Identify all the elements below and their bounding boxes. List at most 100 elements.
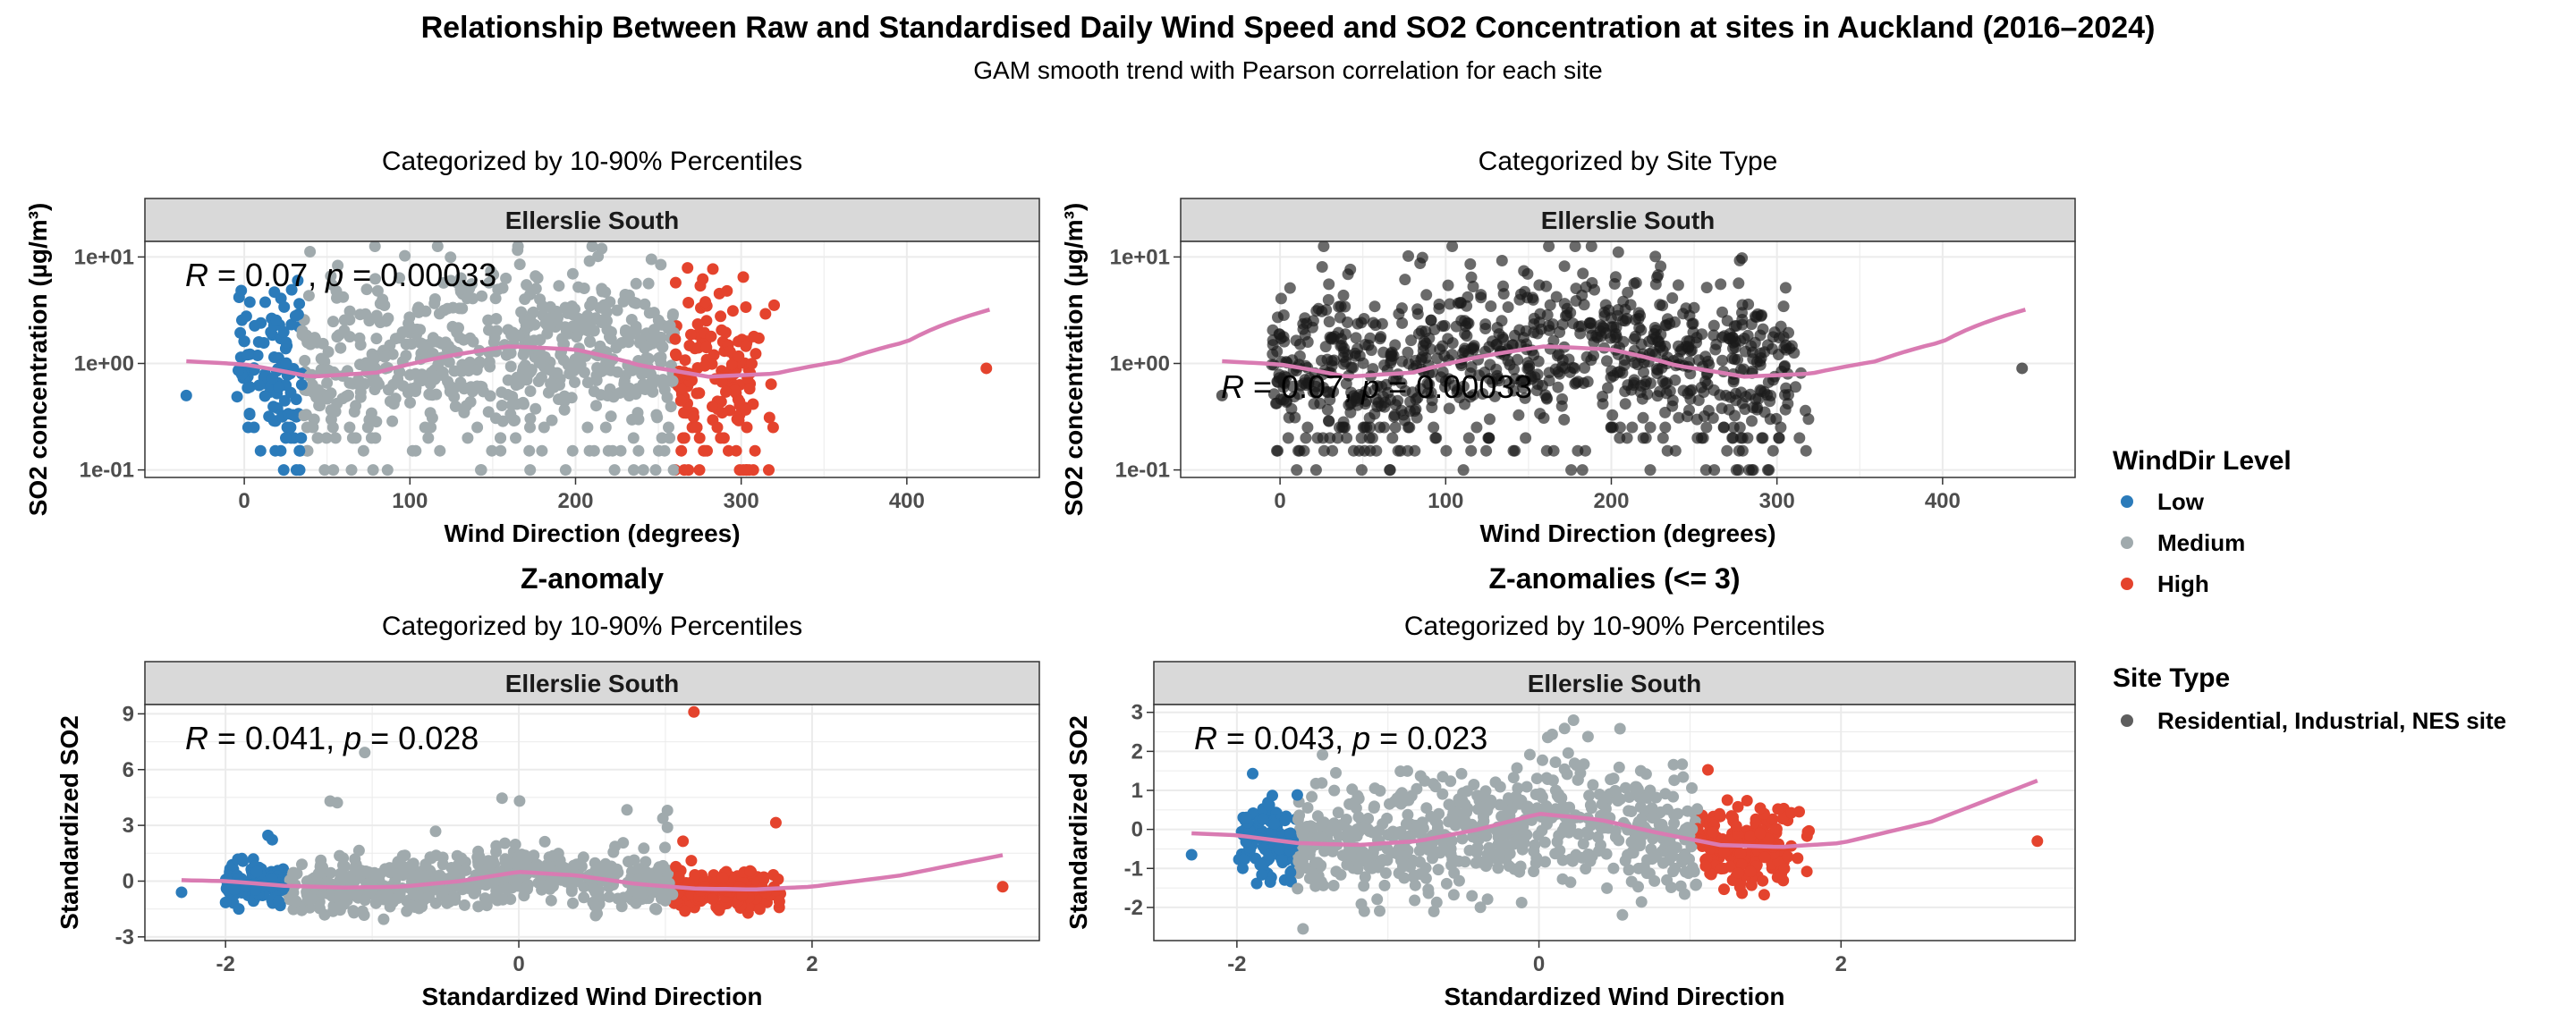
data-point-site	[1659, 406, 1672, 418]
data-point-site	[1355, 432, 1368, 444]
data-point-low	[267, 401, 280, 413]
data-point-site	[1470, 421, 1483, 434]
data-point-site	[1496, 255, 1508, 266]
x-tick-label: 2	[1835, 952, 1847, 976]
data-point-low	[252, 336, 265, 348]
data-point-low	[243, 408, 256, 419]
data-point-medium	[1599, 803, 1612, 815]
data-point-medium	[504, 408, 517, 420]
data-point-medium	[1677, 771, 1690, 783]
y-tick-label: 6	[123, 758, 134, 782]
data-point-high	[692, 342, 705, 354]
data-point-medium	[327, 316, 339, 328]
data-point-high	[669, 276, 682, 289]
data-point-medium	[572, 351, 585, 364]
data-point-low	[242, 382, 254, 394]
data-point-site	[1734, 364, 1747, 376]
data-point-high	[673, 871, 685, 883]
data-point-low	[1267, 789, 1278, 802]
data-point-medium	[370, 416, 383, 428]
data-point-medium	[1503, 860, 1515, 873]
data-point-medium	[1393, 826, 1405, 839]
data-point-high	[1705, 868, 1717, 881]
data-point-medium	[1470, 846, 1483, 858]
data-point-site	[1607, 369, 1620, 382]
data-point-high	[765, 378, 777, 391]
data-point-site	[1733, 464, 1744, 477]
data-point-medium	[512, 244, 524, 257]
data-point-medium	[350, 400, 362, 412]
data-point-low	[1284, 866, 1297, 879]
data-point-site	[1436, 366, 1449, 378]
data-point-medium	[567, 365, 580, 377]
data-point-high	[1744, 865, 1757, 878]
panel-subtitle: Categorized by 10-90% Percentiles	[1404, 612, 1825, 641]
data-point-site	[1633, 322, 1646, 334]
data-point-medium	[657, 379, 670, 392]
data-point-site	[1267, 388, 1280, 401]
data-point-medium	[1627, 847, 1640, 859]
data-point-site	[1634, 309, 1647, 322]
data-point-medium	[1374, 905, 1385, 917]
data-point-medium	[505, 399, 518, 411]
data-point-site	[1434, 343, 1446, 356]
data-point-site	[1336, 421, 1349, 434]
data-point-site	[1448, 379, 1461, 392]
data-point-medium	[645, 253, 657, 266]
x-axis-label: Standardized Wind Direction	[1445, 983, 1785, 1010]
scatter-points	[1185, 714, 2044, 935]
data-point-outlier	[2031, 835, 2044, 848]
data-point-site	[1301, 421, 1314, 434]
data-point-site	[1277, 331, 1290, 343]
data-point-medium	[301, 444, 314, 457]
panel-title: Z-anomaly	[521, 562, 664, 595]
facet-label: Ellerslie South	[1541, 207, 1716, 234]
data-point-medium	[1668, 817, 1681, 830]
data-point-medium	[565, 883, 578, 896]
data-point-high	[682, 464, 695, 477]
data-point-medium	[566, 267, 579, 280]
panel-subtitle: Categorized by 10-90% Percentiles	[382, 612, 802, 641]
data-point-medium	[1686, 781, 1698, 794]
data-point-site	[1357, 421, 1369, 434]
data-point-site	[1585, 354, 1597, 367]
data-point-medium	[1638, 861, 1650, 874]
data-point-site	[1426, 401, 1438, 414]
data-point-site	[1428, 421, 1440, 434]
data-point-medium	[429, 825, 442, 838]
data-point-medium	[645, 368, 657, 380]
data-point-site	[1741, 329, 1754, 342]
data-point-medium	[396, 326, 409, 338]
panel-title: Z-anomalies (<= 3)	[1489, 562, 1741, 595]
data-point-high	[1762, 832, 1775, 845]
data-point-medium	[1623, 791, 1635, 803]
data-point-medium	[331, 797, 343, 809]
data-point-medium	[589, 886, 601, 899]
data-point-medium	[1668, 774, 1681, 787]
data-point-site	[1612, 246, 1624, 258]
data-point-low	[1257, 813, 1269, 825]
data-point-medium	[461, 292, 473, 305]
x-tick-label: 0	[513, 952, 524, 976]
data-point-medium	[1537, 754, 1548, 766]
data-point-medium	[515, 306, 528, 318]
data-point-site	[1576, 464, 1589, 477]
data-point-medium	[659, 841, 671, 854]
x-tick-label: 0	[1533, 952, 1545, 976]
data-point-low	[295, 432, 308, 444]
data-point-site	[1544, 299, 1556, 311]
data-point-high	[728, 384, 741, 396]
data-point-site	[1442, 279, 1454, 291]
data-point-medium	[1667, 790, 1680, 803]
data-point-medium	[1371, 893, 1384, 906]
data-point-site	[1700, 421, 1713, 434]
data-point-medium	[1521, 781, 1533, 793]
data-point-site	[1568, 362, 1580, 375]
data-point-site	[1687, 317, 1699, 330]
data-point-high	[679, 905, 691, 917]
data-point-site	[1741, 432, 1754, 444]
data-point-site	[1669, 444, 1682, 457]
data-point-medium	[445, 274, 457, 287]
data-point-site	[1475, 289, 1487, 301]
data-point-medium	[1358, 880, 1370, 892]
